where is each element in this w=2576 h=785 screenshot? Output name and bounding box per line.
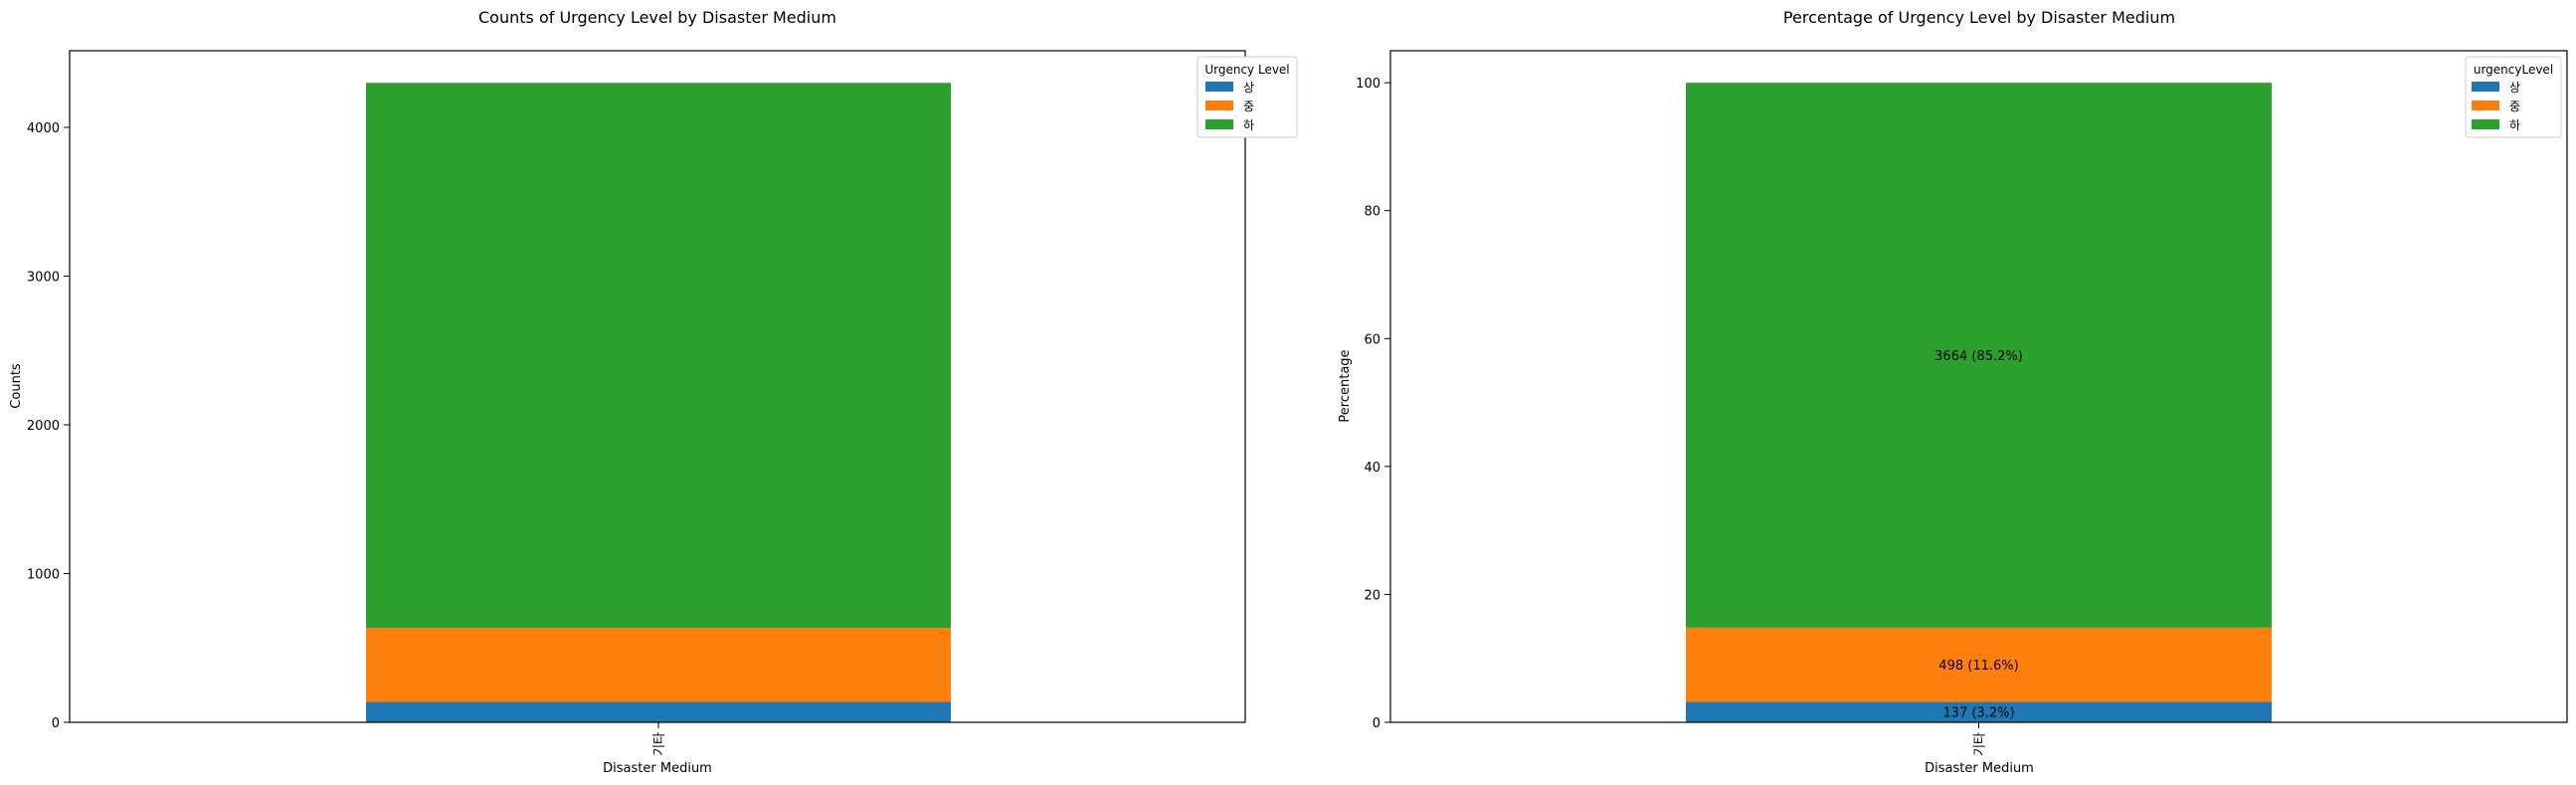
counts-chart-title: Counts of Urgency Level by Disaster Medi…	[478, 8, 836, 27]
percentage-legend-label: 상	[2509, 81, 2520, 95]
percentage-ytick-label: 80	[1364, 205, 1380, 220]
counts-legend-label: 상	[1243, 81, 1254, 95]
percentage-data-labels: 137 (3.2%) 498 (11.6%) 3664 (85.2%)	[1934, 349, 2023, 721]
counts-ytick-label: 0	[52, 716, 60, 731]
counts-bar-low	[366, 83, 951, 629]
counts-x-axis-label: Disaster Medium	[603, 761, 712, 776]
counts-plot-frame	[69, 50, 1246, 723]
percentage-xticks: 기타	[1973, 722, 1988, 756]
counts-bar-high	[366, 701, 951, 722]
percentage-chart: Percentage of Urgency Level by Disaster …	[1338, 8, 2568, 776]
counts-legend-frame	[1196, 56, 1298, 138]
percentage-ytick-label: 0	[1373, 716, 1380, 731]
percentage-legend-swatch	[2472, 100, 2499, 110]
counts-legend-label: 중	[1243, 99, 1254, 113]
percentage-bar-low	[1686, 83, 2272, 628]
counts-ytick-label: 4000	[27, 121, 60, 136]
percentage-data-label: 498 (11.6%)	[1938, 659, 2018, 674]
percentage-legend-title: urgencyLevel	[2474, 63, 2553, 77]
percentage-x-axis-label: Disaster Medium	[1925, 761, 2034, 776]
percentage-ytick-label: 20	[1364, 588, 1380, 603]
counts-bar-medium	[366, 628, 951, 702]
percentage-legend-label: 하	[2509, 118, 2520, 132]
counts-legend-title: Urgency Level	[1204, 63, 1289, 77]
percentage-legend-label: 중	[2509, 99, 2520, 113]
percentage-bar-high	[1686, 701, 2272, 722]
counts-legend: Urgency Level 상중하	[1196, 56, 1298, 138]
counts-legend-swatch	[1205, 119, 1233, 129]
counts-legend-label: 하	[1243, 118, 1254, 132]
counts-xtick-label: 기타	[652, 732, 667, 756]
percentage-legend-swatch	[2472, 82, 2499, 92]
counts-legend-swatch	[1205, 82, 1233, 92]
counts-legend-entries: 상중하	[1205, 81, 1254, 132]
percentage-legend-entries: 상중하	[2472, 81, 2520, 132]
percentage-data-label: 137 (3.2%)	[1942, 706, 2014, 721]
percentage-ytick-label: 40	[1364, 461, 1380, 476]
percentage-bars	[1686, 83, 2272, 722]
percentage-legend-frame	[2465, 56, 2562, 138]
percentage-yticks: 0 20 40 60 80 100	[1356, 77, 1390, 731]
counts-chart: Counts of Urgency Level by Disaster Medi…	[9, 8, 1298, 776]
counts-ytick-label: 1000	[27, 567, 60, 582]
counts-ytick-label: 2000	[27, 419, 60, 434]
counts-bars	[366, 83, 951, 722]
percentage-legend: urgencyLevel 상중하	[2465, 56, 2562, 138]
percentage-chart-title: Percentage of Urgency Level by Disaster …	[1783, 8, 2175, 27]
percentage-plot-frame	[1389, 50, 2568, 723]
counts-y-axis-label: Counts	[9, 363, 24, 409]
counts-xticks: 기타	[652, 722, 667, 756]
percentage-ytick-label: 60	[1364, 332, 1380, 347]
counts-legend-swatch	[1205, 100, 1233, 110]
percentage-xtick-label: 기타	[1973, 732, 1988, 756]
percentage-data-label: 3664 (85.2%)	[1934, 349, 2023, 364]
percentage-ytick-label: 100	[1356, 77, 1380, 92]
percentage-bar-medium	[1686, 627, 2272, 702]
counts-yticks: 0 1000 2000 3000 4000	[27, 121, 70, 731]
counts-ytick-label: 3000	[27, 270, 60, 285]
percentage-y-axis-label: Percentage	[1338, 349, 1353, 422]
percentage-legend-swatch	[2472, 119, 2499, 129]
